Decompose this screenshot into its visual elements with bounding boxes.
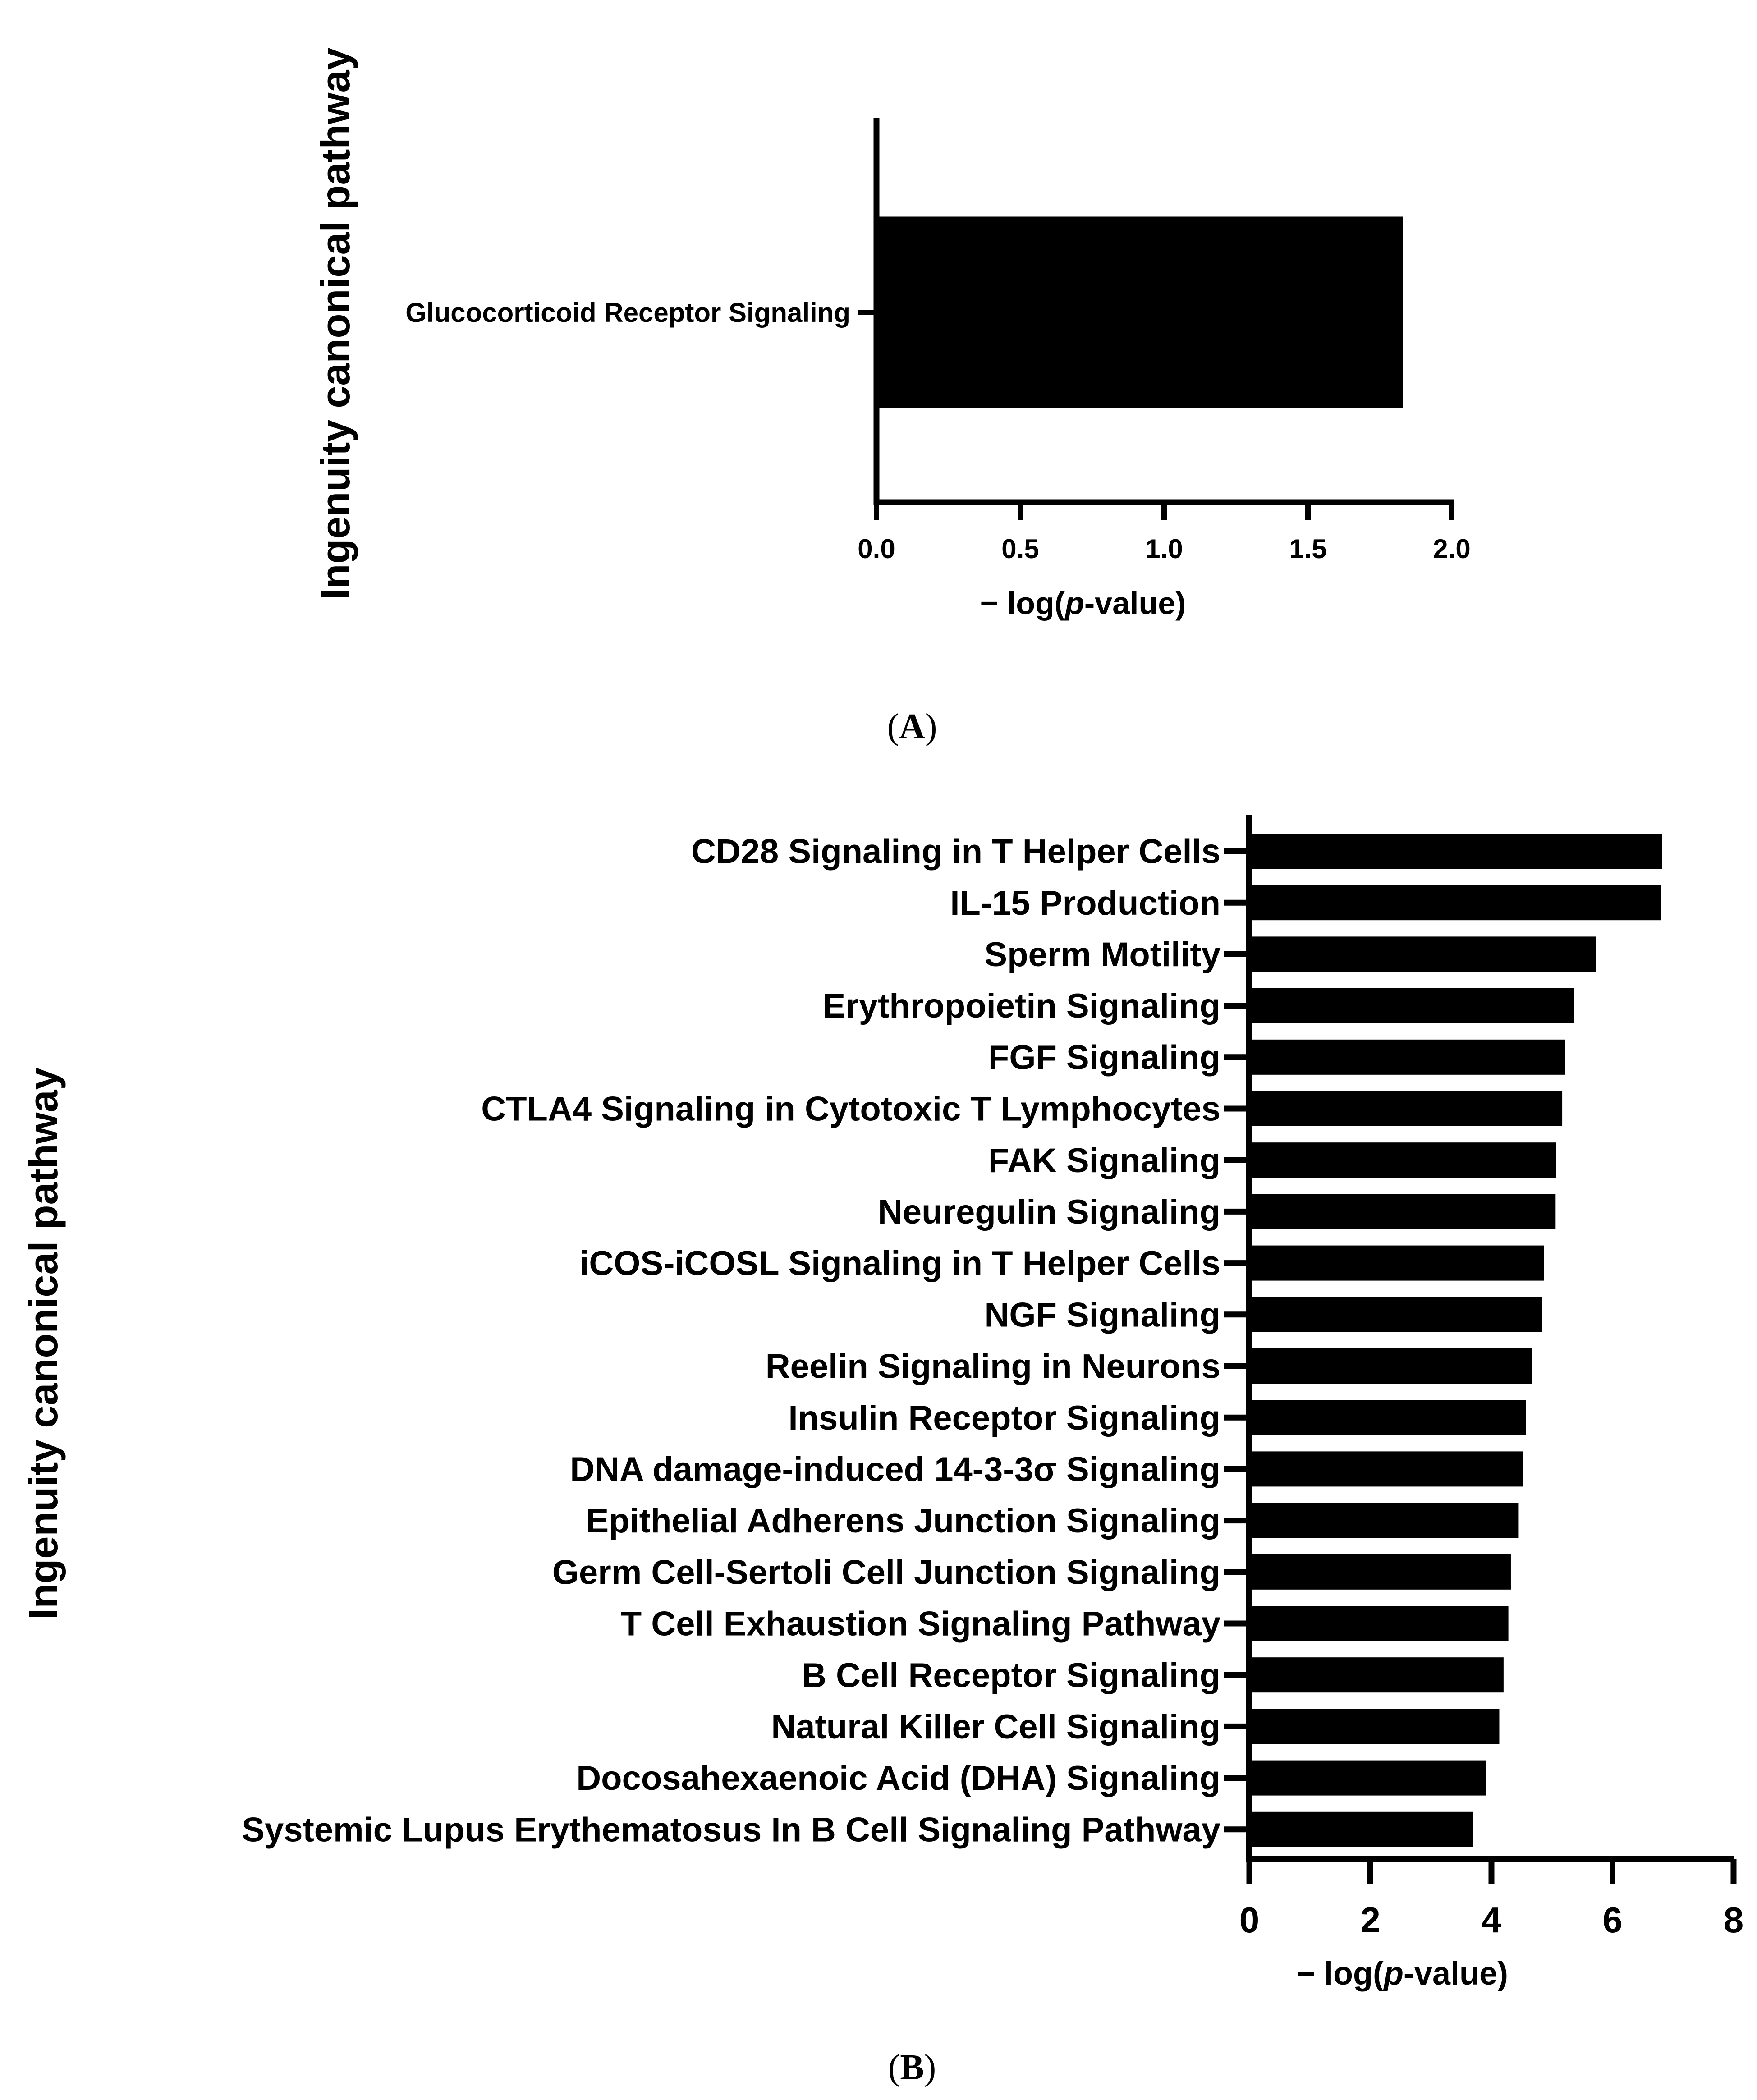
x-tick-label: 0.5 [1001, 534, 1039, 564]
category-label-natural-killer-cell-signaling: Natural Killer Cell Signaling [771, 1708, 1220, 1746]
bar-fak-signaling [1249, 1142, 1556, 1178]
panel-b-x-ticks: 0 2 4 6 8 [1239, 1859, 1744, 1940]
category-label-il-15-production: IL-15 Production [950, 884, 1220, 922]
x-tick-label: 2 [1360, 1900, 1381, 1940]
category-label-germ-cell-sertoli-cell-junction-signaling: Germ Cell-Sertoli Cell Junction Signalin… [552, 1553, 1220, 1591]
panel-b-category-labels: CD28 Signaling in T Helper Cells IL-15 Pr… [242, 833, 1249, 1849]
category-label-t-cell-exhaustion-signaling-pathway: T Cell Exhaustion Signaling Pathway [621, 1605, 1220, 1643]
bar-il-15-production [1249, 885, 1661, 921]
bar-icos-icosl-signaling-in-t-helper-cells [1249, 1245, 1544, 1281]
bar-t-cell-exhaustion-signaling-pathway [1249, 1606, 1509, 1641]
category-label-glucocorticoid-receptor-signaling: Glucocorticoid Receptor Signaling [405, 298, 850, 328]
panel-a-y-axis-title: Ingenuity canonical pathway [313, 47, 358, 600]
x-tick-label: 1.0 [1145, 534, 1183, 564]
x-tick-label: 4 [1482, 1900, 1502, 1940]
category-label-docosahexaenoic-acid-dha-signaling: Docosahexaenoic Acid (DHA) Signaling [576, 1759, 1220, 1797]
bar-dna-damage-induced-14-3-3-signaling [1249, 1451, 1523, 1487]
category-label-insulin-receptor-signaling: Insulin Receptor Signaling [788, 1399, 1220, 1437]
x-tick-label: 1.5 [1289, 534, 1326, 564]
panel-a-bars [876, 216, 1403, 408]
x-tick-label: 0 [1239, 1900, 1260, 1940]
bar-epithelial-adherens-junction-signaling [1249, 1503, 1519, 1538]
category-label-fgf-signaling: FGF Signaling [988, 1038, 1220, 1077]
panel-a-x-ticks: 0.0 0.5 1.0 1.5 2.0 [858, 502, 1471, 564]
bar-fgf-signaling [1249, 1039, 1565, 1075]
x-tick-label: 8 [1724, 1900, 1744, 1940]
category-label-erythropoietin-signaling: Erythropoietin Signaling [823, 987, 1220, 1025]
x-tick-label: 2.0 [1433, 534, 1470, 564]
bar-ctla4-signaling-in-cytotoxic-t-lymphocytes [1249, 1091, 1563, 1126]
bar-cd28-signaling-in-t-helper-cells [1249, 834, 1662, 869]
category-label-epithelial-adherens-junction-signaling: Epithelial Adherens Junction Signaling [586, 1502, 1220, 1540]
bar-reelin-signaling-in-neurons [1249, 1348, 1532, 1384]
panel-a-category-labels: Glucocorticoid Receptor Signaling [405, 298, 876, 328]
bar-b-cell-receptor-signaling [1249, 1657, 1504, 1693]
panel-b-chart: Ingenuity canonical pathway CD28 Signali… [21, 815, 1743, 2087]
category-label-cd28-signaling-in-t-helper-cells: CD28 Signaling in T Helper Cells [691, 833, 1220, 871]
bar-docosahexaenoic-acid-dha-signaling [1249, 1760, 1486, 1796]
category-label-neuregulin-signaling: Neuregulin Signaling [878, 1193, 1220, 1231]
panel-a-caption: (A) [887, 707, 937, 747]
bar-insulin-receptor-signaling [1249, 1400, 1526, 1435]
panel-b-x-axis-title: − log(p-value) [1296, 1956, 1508, 1992]
category-label-reelin-signaling-in-neurons: Reelin Signaling in Neurons [766, 1348, 1220, 1386]
bar-ngf-signaling [1249, 1297, 1542, 1332]
panel-b-bars [1249, 834, 1662, 1847]
bar-glucocorticoid-receptor-signaling [876, 216, 1403, 408]
bar-natural-killer-cell-signaling [1249, 1709, 1500, 1744]
bar-erythropoietin-signaling [1249, 988, 1574, 1023]
bar-sperm-motility [1249, 936, 1596, 972]
category-label-b-cell-receptor-signaling: B Cell Receptor Signaling [802, 1656, 1220, 1695]
x-tick-label: 6 [1602, 1900, 1623, 1940]
bar-neuregulin-signaling [1249, 1194, 1556, 1229]
category-label-ngf-signaling: NGF Signaling [984, 1296, 1220, 1334]
panel-a-chart: Ingenuity canonical pathway Glucocortico… [313, 47, 1471, 747]
category-label-systemic-lupus-erythematosus-in-b-cell-signaling-pathway: Systemic Lupus Erythematosus In B Cell S… [242, 1811, 1220, 1849]
bar-systemic-lupus-erythematosus-in-b-cell-signaling-pathway [1249, 1811, 1473, 1847]
category-label-icos-icosl-signaling-in-t-helper-cells: iCOS-iCOSL Signaling in T Helper Cells [579, 1244, 1220, 1283]
panel-b-caption: (B) [888, 2048, 936, 2087]
category-label-sperm-motility: Sperm Motility [984, 935, 1220, 974]
x-tick-label: 0.0 [858, 534, 895, 564]
category-label-dna-damage-induced-14-3-3-signaling: DNA damage-induced 14-3-3σ Signaling [570, 1450, 1220, 1489]
category-label-fak-signaling: FAK Signaling [988, 1142, 1220, 1180]
bar-germ-cell-sertoli-cell-junction-signaling [1249, 1554, 1511, 1590]
category-label-ctla4-signaling-in-cytotoxic-t-lymphocytes: CTLA4 Signaling in Cytotoxic T Lymphocyt… [481, 1090, 1220, 1128]
panel-a-x-axis-title: − log(p-value) [980, 586, 1186, 621]
panel-b-y-axis-title: Ingenuity canonical pathway [21, 1067, 66, 1619]
